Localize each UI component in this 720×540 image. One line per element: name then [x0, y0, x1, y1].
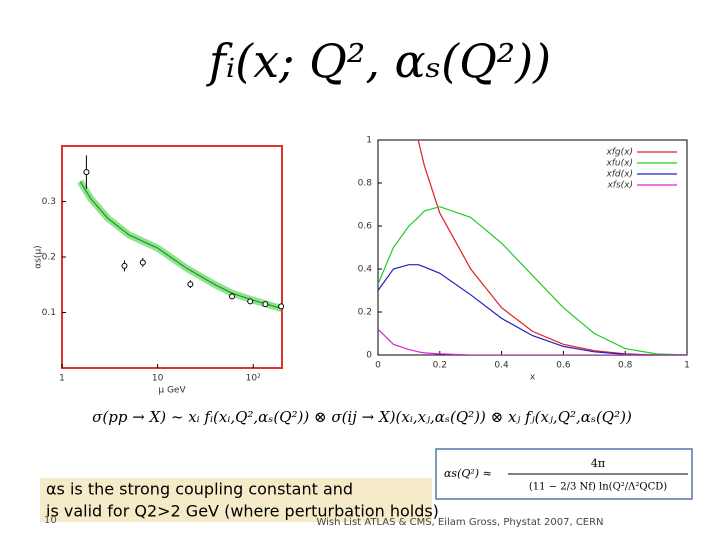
data-point: [247, 298, 254, 305]
page-number: 10: [44, 515, 57, 526]
y-tick-label: 0.8: [358, 179, 373, 189]
note: is valid for Q2>2 GeV (where perturbatio…: [46, 502, 439, 521]
note: αs is the strong coupling constant and: [46, 480, 353, 499]
data-point: [187, 281, 194, 288]
series-line: [378, 328, 687, 355]
x-tick-label: 1: [684, 361, 690, 371]
x-axis-label: x: [530, 373, 536, 383]
plot-frame: [377, 139, 688, 356]
x-tick-label: 0.4: [494, 361, 509, 371]
x-tick-label: 0.2: [433, 361, 447, 371]
legend-label: xfd(x): [605, 170, 633, 180]
y-axis-label: αs(μ): [34, 245, 44, 268]
data-point: [278, 303, 285, 310]
legend-label: xfg(x): [605, 148, 633, 158]
y-tick-label: 0.4: [358, 265, 373, 275]
title-formula: fᵢ(x; Q², αₛ(Q²)): [206, 34, 551, 88]
data-point: [139, 259, 146, 266]
y-tick-label: 0.1: [42, 308, 56, 318]
y-tick-label: 0: [366, 351, 372, 361]
series-line: [378, 206, 687, 355]
cross-section-formula: σ(pp → X) ~ xᵢ fᵢ(xᵢ,Q²,αₛ(Q²)) ⊗ σ(ij →…: [92, 408, 632, 426]
data-point: [229, 293, 236, 300]
y-tick-label: 0.6: [358, 222, 373, 232]
series-line: [378, 264, 687, 355]
x-axis-label: μ GeV: [158, 386, 186, 396]
data-point: [262, 301, 269, 308]
x-tick-label: 1: [59, 374, 65, 384]
legend-label: xfu(x): [605, 159, 633, 169]
y-tick-label: 0.3: [42, 197, 56, 207]
legend-label: xfs(x): [606, 181, 633, 191]
formula-numerator: 4π: [591, 457, 605, 470]
footer: Wish List ATLAS & CMS, Eilam Gross, Phys…: [316, 517, 603, 528]
series-line: [417, 140, 687, 355]
formula-lhs: αs(Q²) ≈: [444, 467, 492, 480]
x-tick-label: 10: [152, 374, 164, 384]
note-box: [40, 478, 432, 522]
y-tick-label: 0.2: [358, 308, 372, 318]
fit-curve: [79, 181, 283, 310]
data-point: [83, 169, 90, 176]
x-tick-label: 0.8: [618, 361, 633, 371]
data-point: [121, 262, 128, 269]
x-tick-label: 10²: [246, 374, 261, 384]
formula-denominator: (11 − 2/3 Nf) ln(Q²/Λ²QCD): [529, 482, 667, 493]
x-tick-label: 0.6: [556, 361, 571, 371]
y-tick-label: 0.2: [42, 253, 56, 263]
x-tick-label: 0: [375, 361, 381, 371]
y-tick-label: 1: [366, 136, 372, 146]
